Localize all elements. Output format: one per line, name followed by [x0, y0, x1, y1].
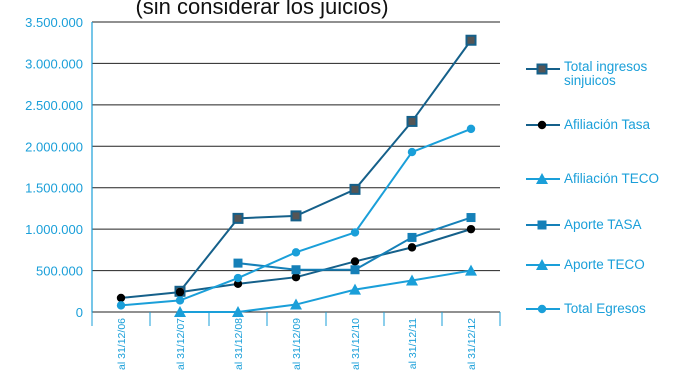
data-point: [466, 213, 476, 223]
legend-item: Total ingresos sinjuicos: [522, 56, 682, 88]
legend-swatch: [526, 120, 560, 130]
data-point: [233, 279, 243, 289]
x-tick-label: al 31/12/07: [175, 318, 187, 370]
data-point: [290, 298, 302, 310]
y-tick-label: 2.500.000: [25, 98, 83, 113]
x-tick-label: al 31/12/08: [233, 318, 245, 370]
legend-label: Aporte TECO: [564, 257, 645, 272]
data-point: [350, 228, 360, 237]
y-tick-label: 3.500.000: [25, 15, 83, 30]
data-point: [536, 63, 548, 75]
legend-swatch: [526, 173, 560, 184]
legend-label: Total ingresos sinjuicos: [564, 59, 648, 88]
data-point: [407, 243, 417, 252]
data-point: [291, 248, 301, 257]
legend-label: Afiliación Tasa: [564, 117, 651, 132]
legend-item: Afiliación TECO: [522, 166, 682, 196]
data-point: [175, 287, 185, 297]
data-point: [466, 224, 476, 234]
legend-item: Aporte TECO: [522, 252, 682, 282]
legend-label: Afiliación TECO: [564, 171, 660, 186]
legend-swatch: [526, 304, 560, 314]
x-tick-label: al 31/12/06: [116, 318, 128, 370]
y-tick-label: 2.000.000: [25, 139, 83, 154]
data-point: [466, 124, 476, 134]
x-tick-label: al 31/12/10: [350, 318, 362, 370]
data-point: [233, 258, 243, 268]
legend-item: Total Egresos: [522, 296, 682, 326]
x-tick-label: al 31/12/11: [407, 318, 419, 369]
data-point: [291, 273, 301, 282]
data-point: [465, 34, 477, 46]
y-tick-label: 0: [76, 305, 83, 320]
series-line: [233, 213, 476, 275]
data-point: [465, 264, 477, 276]
data-point: [232, 306, 244, 317]
y-tick-label: 1.500.000: [25, 181, 83, 196]
data-point: [536, 259, 548, 270]
x-tick-label: al 31/12/12: [466, 318, 478, 370]
data-point: [175, 296, 185, 305]
gridlines: [92, 21, 500, 313]
axes: 0 500.000 1.000.000 1.500.000 2.000.000 2.500…: [25, 15, 501, 370]
data-point: [290, 210, 302, 222]
data-point: [406, 274, 418, 286]
series-path: [180, 269, 472, 313]
legend-item: Aporte TASA: [522, 212, 682, 242]
data-point: [537, 220, 547, 230]
data-point: [407, 232, 417, 242]
data-point: [291, 265, 301, 275]
data-point: [349, 283, 361, 295]
y-tick-label: 500.000: [36, 264, 83, 279]
chart-title: (sin considerar los juicios): [135, 0, 388, 19]
data-point: [350, 257, 360, 266]
data-point: [349, 183, 361, 195]
series-path: [179, 39, 472, 292]
legend-item: Afiliación Tasa: [522, 112, 682, 142]
series-line: [116, 124, 476, 310]
legend-label: Aporte TASA: [564, 217, 642, 232]
data-point: [537, 120, 547, 130]
data-point: [232, 212, 244, 224]
series-line: [116, 224, 476, 303]
data-point: [407, 147, 417, 157]
legend-swatch: [526, 259, 560, 270]
data-point: [116, 293, 126, 303]
data-point: [116, 301, 126, 310]
data-point: [536, 173, 548, 184]
series-path: [120, 228, 472, 299]
data-point: [406, 115, 418, 127]
data-point: [233, 273, 243, 283]
legend-swatch: [526, 220, 560, 230]
data-point: [350, 265, 360, 275]
y-tick-label: 1.000.000: [25, 222, 83, 237]
x-tick-label: al 31/12/09: [291, 318, 303, 370]
data-point: [537, 304, 547, 314]
series-line: [174, 34, 477, 297]
y-tick-label: 3.000.000: [25, 56, 83, 71]
data-point: [174, 306, 186, 317]
series: [116, 34, 477, 317]
legend-swatch: [526, 63, 560, 75]
series-line: [174, 264, 477, 317]
legend-label: Total Egresos: [564, 301, 646, 316]
